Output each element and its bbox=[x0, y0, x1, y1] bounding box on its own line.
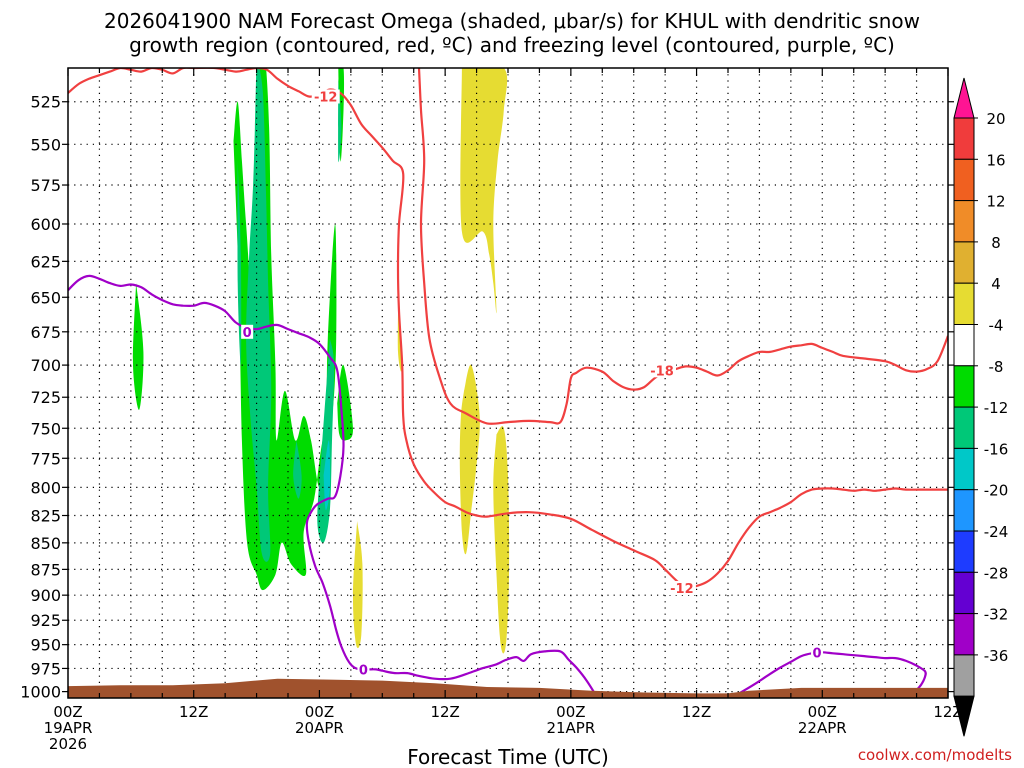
y-tick-label: 575 bbox=[30, 176, 61, 195]
y-tick-label: 725 bbox=[30, 388, 61, 407]
chart-title-line-1: 2026041900 NAM Forecast Omega (shaded, μ… bbox=[104, 9, 920, 33]
credit-text: coolwx.com/modelts bbox=[858, 746, 1012, 764]
contour--12-line-0 bbox=[68, 68, 948, 590]
y-tick-label: 875 bbox=[30, 560, 61, 579]
y-tick-label: 750 bbox=[30, 419, 61, 438]
colorbar-label: 4 bbox=[991, 275, 1001, 293]
contour-label: -12 bbox=[670, 582, 694, 597]
contour-label-bg bbox=[648, 363, 676, 378]
x-tick-label: 12Z bbox=[430, 703, 459, 721]
colorbar-label: -8 bbox=[989, 358, 1004, 376]
contour-label: -18 bbox=[650, 364, 674, 379]
contour-label: 0 bbox=[359, 663, 368, 678]
colorbar-label: -28 bbox=[984, 564, 1009, 582]
y-tick-label: 825 bbox=[30, 507, 61, 526]
x-tick-label: 00Z bbox=[808, 703, 837, 721]
contour-label-bg bbox=[241, 324, 254, 339]
colorbar: 20 16 12 8 4 -4 -8 -12 -16 -20 -24 -28 -32 -36 bbox=[953, 77, 1009, 737]
x-tick-label: 00Z bbox=[556, 703, 585, 721]
colorbar-band bbox=[953, 200, 975, 243]
colorbar-label: -36 bbox=[984, 647, 1009, 665]
colorbar-label: -20 bbox=[984, 482, 1009, 500]
colorbar-band bbox=[953, 530, 975, 573]
x-tick-label: 2026 bbox=[49, 735, 87, 753]
colorbar-top-arrow bbox=[953, 77, 975, 119]
omega-area-7 bbox=[293, 440, 302, 499]
colorbar-band bbox=[953, 324, 975, 367]
x-tick-label: 00Z bbox=[53, 703, 82, 721]
contour-label: 0 bbox=[813, 646, 822, 661]
y-tick-label: 800 bbox=[30, 478, 61, 497]
colorbar-label: 16 bbox=[986, 151, 1005, 169]
y-tick-label: 625 bbox=[30, 252, 61, 271]
chart-title-line-2: growth region (contoured, red, ºC) and f… bbox=[129, 33, 895, 57]
y-tick-label: 925 bbox=[30, 611, 61, 630]
contour-labels: -12 -12 -18 0 0 0 bbox=[241, 89, 824, 678]
omega-area-14 bbox=[352, 521, 363, 649]
y-tick-label: 975 bbox=[30, 659, 61, 678]
colorbar-band bbox=[953, 158, 975, 202]
colorbar-label: -24 bbox=[984, 523, 1009, 541]
y-tick-label: 675 bbox=[30, 323, 61, 342]
y-tick-label: 525 bbox=[30, 93, 61, 112]
y-tick-label: 700 bbox=[30, 356, 61, 375]
colorbar-label: -16 bbox=[984, 440, 1009, 458]
x-tick-label: 21APR bbox=[546, 719, 595, 737]
y-tick-label: 850 bbox=[30, 534, 61, 553]
contour-label-bg bbox=[357, 662, 370, 677]
contour-0-line-0 bbox=[68, 274, 598, 698]
x-tick-label: 12Z bbox=[179, 703, 208, 721]
x-tick-label: 20APR bbox=[295, 719, 344, 737]
x-tick-label: 00Z bbox=[305, 703, 334, 721]
colorbar-label: 20 bbox=[986, 110, 1005, 128]
colorbar-label: -32 bbox=[984, 606, 1009, 624]
omega-area-3 bbox=[337, 364, 354, 441]
omega-shading bbox=[132, 68, 510, 654]
y-tick-label: 1000 bbox=[20, 683, 61, 702]
y-tick-label: 950 bbox=[30, 636, 61, 655]
colorbar-band bbox=[953, 365, 975, 408]
plot-area: -12 -12 -18 0 0 0 bbox=[67, 67, 949, 699]
omega-area-0 bbox=[132, 283, 144, 410]
colorbar-band bbox=[953, 613, 975, 656]
y-axis: 525 550 575 600 625 650 675 700 725 750 775 800 825 8… bbox=[20, 93, 954, 702]
colorbar-bottom-arrow bbox=[953, 695, 975, 737]
y-tick-label: 550 bbox=[30, 135, 61, 154]
colorbar-band bbox=[953, 654, 975, 697]
contour-label-bg bbox=[811, 645, 824, 660]
x-tick-label: 12Z bbox=[682, 703, 711, 721]
colorbar-label: 12 bbox=[986, 193, 1005, 211]
x-tick-label: 22APR bbox=[798, 719, 847, 737]
contour-label-bg bbox=[311, 89, 340, 104]
y-tick-label: 900 bbox=[30, 586, 61, 605]
colorbar-band bbox=[953, 117, 975, 160]
x-tick-label: 19APR bbox=[44, 719, 93, 737]
colorbar-band bbox=[953, 282, 975, 326]
y-tick-label: 650 bbox=[30, 288, 61, 307]
omega-area-6 bbox=[317, 338, 335, 544]
colorbar-band bbox=[953, 447, 975, 491]
omega-area-5 bbox=[237, 160, 242, 366]
y-tick-label: 775 bbox=[30, 449, 61, 468]
contour-label-bg bbox=[667, 581, 696, 596]
colorbar-label: -12 bbox=[984, 399, 1009, 417]
colorbar-band bbox=[953, 571, 975, 615]
colorbar-band bbox=[953, 489, 975, 532]
contour-label: 0 bbox=[243, 326, 252, 341]
colorbar-label: 8 bbox=[991, 234, 1001, 252]
colorbar-band bbox=[953, 241, 975, 284]
colorbar-band bbox=[953, 406, 975, 449]
contour-label: -12 bbox=[314, 90, 338, 105]
x-tick-label: 12Z bbox=[933, 703, 962, 721]
x-axis-title: Forecast Time (UTC) bbox=[407, 745, 609, 768]
colorbar-label: -4 bbox=[989, 317, 1004, 335]
omega-area-10 bbox=[460, 68, 508, 314]
omega-area-13 bbox=[493, 426, 510, 654]
omega-area-4 bbox=[246, 68, 272, 562]
y-tick-label: 600 bbox=[30, 215, 61, 234]
